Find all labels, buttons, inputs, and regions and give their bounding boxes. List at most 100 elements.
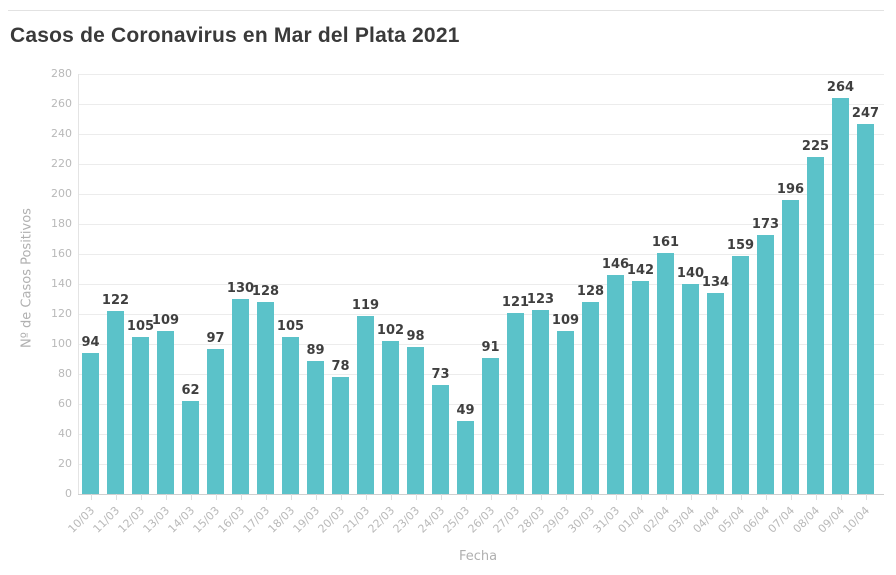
bar [607,275,624,494]
bar-value-label: 196 [776,182,805,197]
x-tick-mark [540,494,542,500]
gridline [78,134,884,135]
gridline [78,314,884,315]
y-tick-label: 200 [51,187,72,200]
bar-value-label: 173 [751,216,780,232]
top-divider [8,10,884,11]
y-tick-label: 20 [58,457,72,470]
bar [132,336,149,494]
bar [782,200,799,494]
bar [432,384,449,494]
y-tick-label: 120 [51,307,72,320]
x-tick-mark [615,494,617,500]
bar-value-label: 97 [206,330,225,346]
bar-value-label: 89 [306,342,325,358]
x-tick-mark [365,494,367,500]
bar [282,336,299,494]
gridline [78,194,884,195]
bar-value-label: 264 [826,80,855,95]
y-tick-label: 140 [51,277,72,290]
gridline [78,284,884,285]
x-tick-mark [240,494,242,500]
x-tick-mark [390,494,392,500]
bar [732,255,749,494]
gridline [78,344,884,345]
gridline [78,104,884,105]
y-tick-label: 180 [51,217,72,230]
gridline [78,374,884,375]
y-axis-line [78,74,79,494]
bar-value-label: 123 [526,291,555,307]
bar [857,123,874,494]
x-tick-mark [115,494,117,500]
gridline [78,404,884,405]
bar-value-label: 49 [456,402,475,418]
x-tick-mark [565,494,567,500]
x-tick-mark [865,494,867,500]
y-tick-label: 40 [58,427,72,440]
bar-value-label: 78 [331,359,350,374]
x-tick-mark [815,494,817,500]
bar [682,284,699,494]
bar-value-label: 98 [406,329,425,344]
gridline [78,74,884,75]
bar [832,98,849,494]
x-tick-mark [265,494,267,500]
bar-value-label: 94 [81,335,100,350]
x-tick-mark [440,494,442,500]
y-tick-label: 100 [51,337,72,350]
bar-value-label: 161 [651,234,680,250]
bar-value-label: 128 [251,284,280,299]
bar-value-label: 130 [226,281,255,296]
x-tick-mark [765,494,767,500]
x-tick-mark [165,494,167,500]
bar-value-label: 128 [576,284,605,299]
y-tick-label: 80 [58,367,72,380]
bar-value-label: 159 [726,237,755,253]
x-tick-mark [315,494,317,500]
bar [82,353,99,494]
x-tick-mark [740,494,742,500]
bar-value-label: 109 [551,312,580,328]
x-tick-mark [690,494,692,500]
x-tick-mark [715,494,717,500]
y-tick-label: 220 [51,157,72,170]
bar [332,377,349,494]
bar [157,330,174,494]
bar-value-label: 121 [501,294,530,310]
gridline [78,254,884,255]
bar [232,299,249,494]
bar-value-label: 73 [431,366,450,382]
bar [807,156,824,494]
gridline [78,494,884,495]
x-tick-mark [840,494,842,500]
bar-value-label: 146 [601,257,630,272]
bar-value-label: 247 [851,105,880,121]
x-tick-mark [465,494,467,500]
x-tick-mark [590,494,592,500]
bar-value-label: 140 [676,266,705,281]
bar [582,302,599,494]
bar [507,312,524,494]
bar-value-label: 109 [151,312,180,328]
bar [182,401,199,494]
y-tick-label: 160 [51,247,72,260]
y-tick-label: 280 [51,67,72,80]
y-tick-label: 60 [58,397,72,410]
chart-title: Casos de Coronavirus en Mar del Plata 20… [10,24,460,47]
bar-value-label: 91 [481,339,500,355]
gridline [78,434,884,435]
bar [757,234,774,494]
x-tick-mark [515,494,517,500]
bar [257,302,274,494]
x-tick-mark [215,494,217,500]
x-tick-mark [790,494,792,500]
bar-value-label: 62 [181,383,200,398]
bar [657,252,674,494]
bar-value-label: 225 [801,138,830,154]
bar-value-label: 105 [276,318,305,334]
bar-value-label: 122 [101,293,130,308]
bar [407,347,424,494]
